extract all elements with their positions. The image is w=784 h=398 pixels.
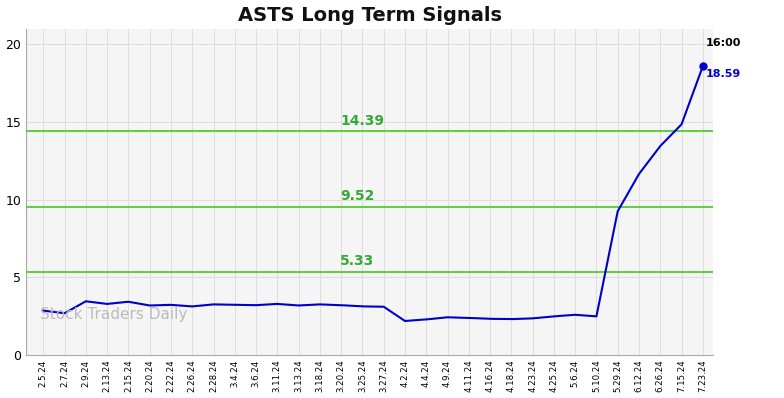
Text: 14.39: 14.39 xyxy=(340,113,384,128)
Text: 5.33: 5.33 xyxy=(340,254,374,268)
Text: 18.59: 18.59 xyxy=(706,69,741,79)
Text: 9.52: 9.52 xyxy=(340,189,375,203)
Title: ASTS Long Term Signals: ASTS Long Term Signals xyxy=(238,6,502,25)
Text: Stock Traders Daily: Stock Traders Daily xyxy=(40,307,187,322)
Text: 16:00: 16:00 xyxy=(706,38,742,48)
